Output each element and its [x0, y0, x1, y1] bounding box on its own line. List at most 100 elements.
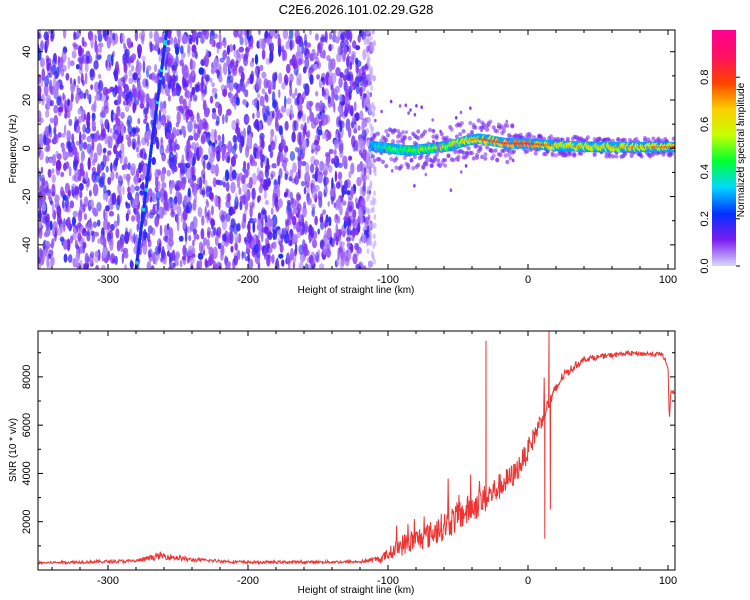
- noise-blob: [295, 120, 299, 131]
- noise-blob: [49, 85, 53, 94]
- noise-blob: [351, 230, 357, 236]
- noise-blob: [188, 235, 192, 242]
- noise-blob: [289, 151, 296, 161]
- noise-blob: [203, 99, 207, 112]
- noise-blob: [175, 251, 181, 260]
- noise-blob: [67, 98, 70, 107]
- noise-blob: [278, 253, 284, 259]
- noise-blob: [84, 72, 88, 85]
- signal-outlier: [417, 144, 420, 149]
- noise-blob: [180, 125, 185, 132]
- noise-blob: [267, 214, 271, 220]
- noise-blob: [298, 73, 302, 86]
- noise-blob: [202, 186, 206, 199]
- noise-blob: [321, 132, 326, 140]
- noise-blob: [366, 174, 370, 181]
- noise-blob: [86, 135, 92, 143]
- noise-blob: [271, 163, 277, 169]
- signal-halo: [424, 162, 429, 167]
- signal-halo: [486, 122, 491, 128]
- noise-blob: [343, 46, 348, 54]
- noise-blob: [249, 217, 254, 224]
- noise-blob: [286, 97, 292, 105]
- noise-blob: [117, 175, 123, 182]
- noise-blob: [370, 85, 374, 92]
- noise-blob: [86, 93, 90, 100]
- noise-blob: [93, 210, 99, 217]
- noise-blob: [179, 95, 184, 105]
- noise-blob: [361, 129, 367, 141]
- signal-outlier: [413, 184, 416, 188]
- noise-blob: [242, 81, 246, 95]
- noise-blob: [256, 99, 260, 112]
- noise-blob: [280, 138, 287, 150]
- noise-blob: [44, 240, 50, 246]
- noise-blob: [77, 232, 82, 242]
- noise-blob: [222, 181, 226, 188]
- signal-halo: [585, 135, 590, 140]
- noise-blob: [222, 144, 226, 155]
- signal-halo: [508, 134, 513, 139]
- noise-blob: [88, 190, 92, 197]
- noise-blob: [353, 128, 358, 134]
- noise-blob: [193, 217, 198, 230]
- noise-blob: [337, 162, 343, 169]
- noise-blob: [299, 212, 302, 223]
- noise-blob: [63, 124, 67, 136]
- noise-blob: [130, 162, 136, 173]
- noise-blob: [169, 36, 174, 44]
- noise-blob: [48, 188, 52, 195]
- noise-blob: [335, 181, 341, 189]
- noise-blob: [136, 167, 140, 178]
- noise-blob: [160, 138, 164, 149]
- noise-blob: [315, 144, 321, 152]
- noise-blob: [133, 103, 137, 110]
- noise-blob: [92, 183, 99, 197]
- noise-blob: [110, 223, 115, 231]
- noise-blob: [349, 31, 352, 43]
- noise-blob: [182, 244, 187, 257]
- noise-blob: [41, 202, 47, 212]
- noise-blob: [192, 94, 197, 102]
- noise-blob: [147, 225, 153, 235]
- noise-blob: [224, 169, 230, 182]
- noise-blob: [218, 74, 223, 83]
- noise-blob: [155, 190, 161, 201]
- noise-blob: [191, 203, 197, 211]
- signal-halo: [379, 138, 384, 143]
- signal-halo: [466, 146, 471, 151]
- noise-blob: [186, 226, 192, 233]
- noise-blob: [41, 248, 48, 259]
- signal-outlier: [480, 128, 483, 133]
- noise-blob: [272, 110, 275, 119]
- noise-blob: [273, 179, 277, 186]
- noise-blob: [367, 193, 371, 199]
- noise-blob: [340, 33, 344, 41]
- noise-blob: [180, 177, 186, 190]
- noise-blob: [348, 126, 352, 138]
- noise-blob: [235, 96, 240, 106]
- noise-blob: [121, 253, 125, 264]
- noise-blob: [199, 147, 204, 156]
- noise-blob: [79, 131, 82, 145]
- noise-blob: [326, 132, 331, 139]
- noise-blob: [236, 122, 239, 131]
- noise-blob: [357, 125, 361, 131]
- signal-halo: [384, 163, 389, 169]
- noise-blob: [247, 77, 251, 85]
- noise-blob: [108, 238, 113, 246]
- noise-blob: [163, 200, 169, 211]
- noise-blob: [212, 177, 217, 188]
- noise-blob: [286, 108, 291, 117]
- spectrogram-signal-layer: [134, 30, 675, 269]
- noise-blob: [77, 175, 82, 182]
- signal-outlier: [383, 149, 386, 153]
- noise-blob: [317, 228, 321, 235]
- signal-halo: [389, 156, 394, 162]
- noise-blob: [168, 227, 174, 237]
- noise-blob: [253, 120, 259, 129]
- noise-blob: [324, 219, 327, 229]
- noise-blob: [271, 78, 275, 90]
- noise-blob: [83, 213, 87, 221]
- signal-halo: [459, 121, 464, 126]
